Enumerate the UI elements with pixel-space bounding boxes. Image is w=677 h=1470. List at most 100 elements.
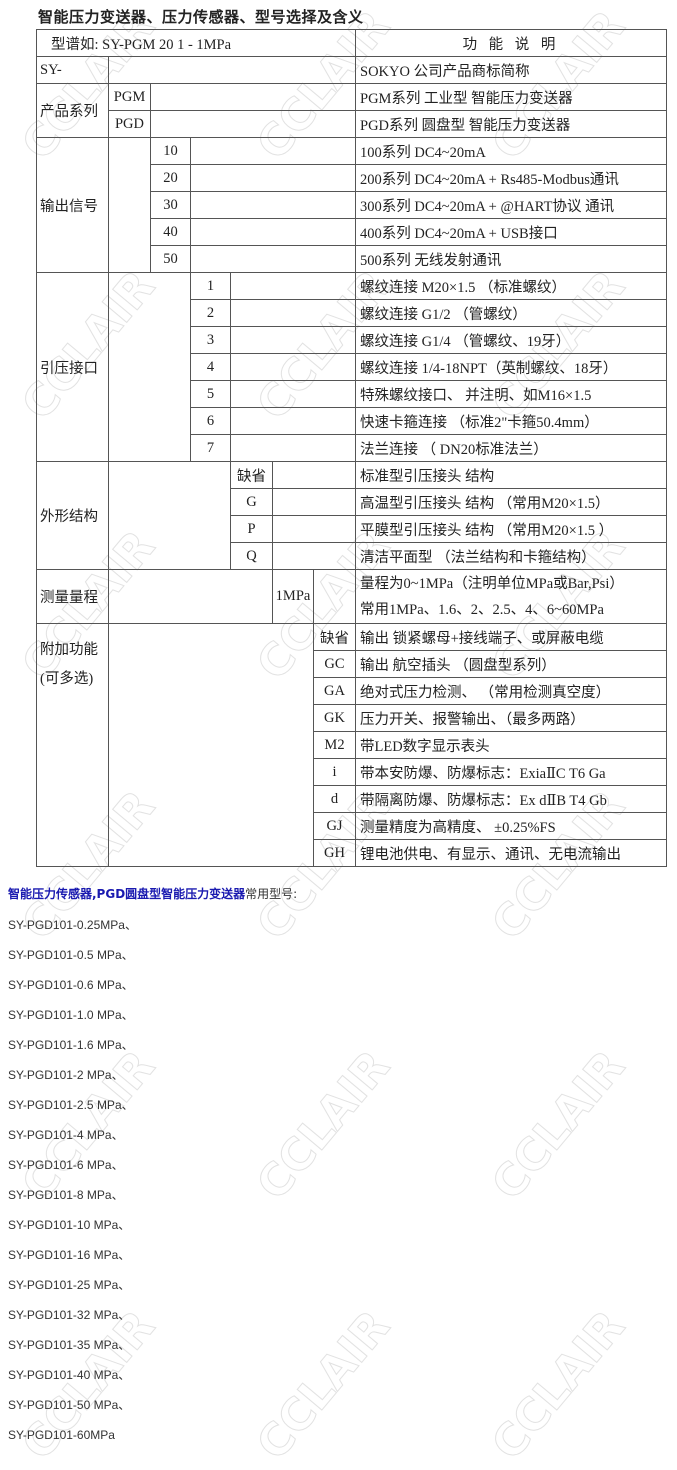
empty-cell	[272, 488, 356, 516]
option-description: 300系列 DC4~20mA + @HART协议 通讯	[355, 191, 667, 219]
empty-cell	[150, 83, 356, 111]
section-label: SY-	[36, 56, 109, 84]
option-description: 500系列 无线发射通讯	[355, 245, 667, 273]
empty-cell	[190, 164, 356, 192]
watermark: CCLAIR	[247, 1301, 401, 1470]
models-heading-bold: 智能压力传感器,PGD圆盘型智能压力变送器	[8, 887, 246, 901]
option-description: 螺纹连接 G1/2 （管螺纹）	[355, 299, 667, 327]
model-item: SY-PGD101-8 MPa、	[8, 1188, 124, 1202]
table-row: SY- SOKYO 公司产品商标简称	[36, 56, 667, 84]
option-description: 带LED数字显示表头	[355, 731, 667, 759]
option-description: 螺纹连接 G1/4 （管螺纹、19牙）	[355, 326, 667, 354]
page-title: 智能压力变送器、压力传感器、型号选择及含义	[38, 8, 364, 26]
table-row: 引压接口 1 螺纹连接 M20×1.5 （标准螺纹）	[36, 272, 667, 462]
model-list: SY-PGD101-0.25MPa、 SY-PGD101-0.5 MPa、 SY-P…	[8, 915, 137, 1455]
option-code: GK	[313, 704, 356, 732]
option-description: 输出 锁紧螺母+接线端子、或屏蔽电缆	[355, 623, 667, 651]
option-description: 特殊螺纹接口、 并注明、如M16×1.5	[355, 380, 667, 408]
option-code: GH	[313, 839, 356, 867]
option-description: 输出 航空插头 （圆盘型系列）	[355, 650, 667, 678]
option-code: 缺省	[313, 623, 356, 651]
table-row: P 平膜型引压接头 结构 （常用M20×1.5 ）	[37, 515, 667, 543]
empty-cell	[108, 137, 151, 273]
table-row: GH 锂电池供电、有显示、通讯、无电流输出	[37, 839, 667, 867]
option-code: 4	[190, 353, 231, 381]
option-code: 30	[150, 191, 191, 219]
table-row: GA 绝对式压力检测、 （常用检测真空度）	[37, 677, 667, 705]
section-label: 附加功能 (可多选)	[36, 623, 109, 867]
empty-cell	[230, 407, 356, 435]
model-item: SY-PGD101-35 MPa、	[8, 1338, 131, 1352]
option-code: P	[230, 515, 273, 543]
table-row: GJ 测量精度为高精度、 ±0.25%FS	[37, 812, 667, 840]
option-code: d	[313, 785, 356, 813]
model-item: SY-PGD101-32 MPa、	[8, 1308, 131, 1322]
option-description: 绝对式压力检测、 （常用检测真空度）	[355, 677, 667, 705]
section-label: 测量量程	[36, 569, 109, 624]
table-row: 30 300系列 DC4~20mA + @HART协议 通讯	[37, 191, 667, 219]
option-code: 1MPa	[272, 569, 314, 624]
option-code: 1	[190, 272, 231, 300]
model-item: SY-PGD101-10 MPa、	[8, 1218, 131, 1232]
option-description: 平膜型引压接头 结构 （常用M20×1.5 ）	[355, 515, 667, 543]
empty-cell	[108, 569, 273, 624]
model-item: SY-PGD101-1.0 MPa、	[8, 1008, 134, 1022]
description-line: 量程为0~1MPa（注明单位MPa或Bar,Psi）	[360, 575, 624, 592]
empty-cell	[272, 542, 356, 570]
empty-cell	[108, 623, 314, 867]
model-item: SY-PGD101-16 MPa、	[8, 1248, 131, 1262]
table-row: Q 清洁平面型 （法兰结构和卡箍结构）	[37, 542, 667, 570]
watermark: CCLAIR	[482, 1301, 636, 1470]
table-row: 7 法兰连接 （ DN20标准法兰）	[37, 434, 667, 462]
section-label: 输出信号	[36, 137, 109, 273]
option-description: PGD系列 圆盘型 智能压力变送器	[355, 110, 667, 138]
model-item: SY-PGD101-0.5 MPa、	[8, 948, 134, 962]
models-heading: 智能压力传感器,PGD圆盘型智能压力变送器常用型号:	[8, 885, 297, 902]
option-code: 10	[150, 137, 191, 165]
table-row: PGD PGD系列 圆盘型 智能压力变送器	[37, 110, 667, 138]
section-label: 引压接口	[36, 272, 109, 462]
option-code: 20	[150, 164, 191, 192]
option-description: 清洁平面型 （法兰结构和卡箍结构）	[355, 542, 667, 570]
option-code: 40	[150, 218, 191, 246]
model-item: SY-PGD101-2 MPa、	[8, 1068, 124, 1082]
model-item: SY-PGD101-25 MPa、	[8, 1278, 131, 1292]
empty-cell	[150, 110, 356, 138]
empty-cell	[230, 434, 356, 462]
model-item: SY-PGD101-6 MPa、	[8, 1158, 124, 1172]
option-code: 3	[190, 326, 231, 354]
empty-cell	[190, 245, 356, 273]
option-code: PGM	[108, 83, 151, 111]
option-code: i	[313, 758, 356, 786]
model-item: SY-PGD101-4 MPa、	[8, 1128, 124, 1142]
table-row: 3 螺纹连接 G1/4 （管螺纹、19牙）	[37, 326, 667, 354]
table-row: 4 螺纹连接 1/4-18NPT（英制螺纹、18牙）	[37, 353, 667, 381]
option-description: 螺纹连接 M20×1.5 （标准螺纹）	[355, 272, 667, 300]
model-item: SY-PGD101-2.5 MPa、	[8, 1098, 134, 1112]
table-header-row: 型谱如: SY-PGM 20 1 - 1MPa 功 能 说 明	[36, 29, 667, 57]
option-description: 100系列 DC4~20mA	[355, 137, 667, 165]
option-description: 400系列 DC4~20mA + USB接口	[355, 218, 667, 246]
option-description: 量程为0~1MPa（注明单位MPa或Bar,Psi） 常用1MPa、1.6、2、2…	[355, 569, 667, 624]
table-row: 40 400系列 DC4~20mA + USB接口	[37, 218, 667, 246]
watermark: CCLAIR	[482, 1041, 636, 1210]
table-row: 外形结构 缺省 标准型引压接头 结构	[36, 461, 667, 570]
description-line: 常用1MPa、1.6、2、2.5、4、6~60MPa	[360, 601, 604, 618]
option-description: 法兰连接 （ DN20标准法兰）	[355, 434, 667, 462]
section-label-note: (可多选)	[40, 671, 94, 687]
empty-cell	[230, 326, 356, 354]
option-code: 2	[190, 299, 231, 327]
model-item: SY-PGD101-40 MPa、	[8, 1368, 131, 1382]
empty-cell	[230, 272, 356, 300]
option-code: PGD	[108, 110, 151, 138]
empty-cell	[108, 56, 356, 84]
option-code: 50	[150, 245, 191, 273]
option-description: 高温型引压接头 结构 （常用M20×1.5）	[355, 488, 667, 516]
empty-cell	[108, 272, 191, 462]
option-code: M2	[313, 731, 356, 759]
option-code: 缺省	[230, 461, 273, 489]
option-description: 测量精度为高精度、 ±0.25%FS	[355, 812, 667, 840]
option-code: G	[230, 488, 273, 516]
empty-cell	[272, 515, 356, 543]
option-description: 带本安防爆、防爆标志：ExiaⅡC T6 Ga	[355, 758, 667, 786]
